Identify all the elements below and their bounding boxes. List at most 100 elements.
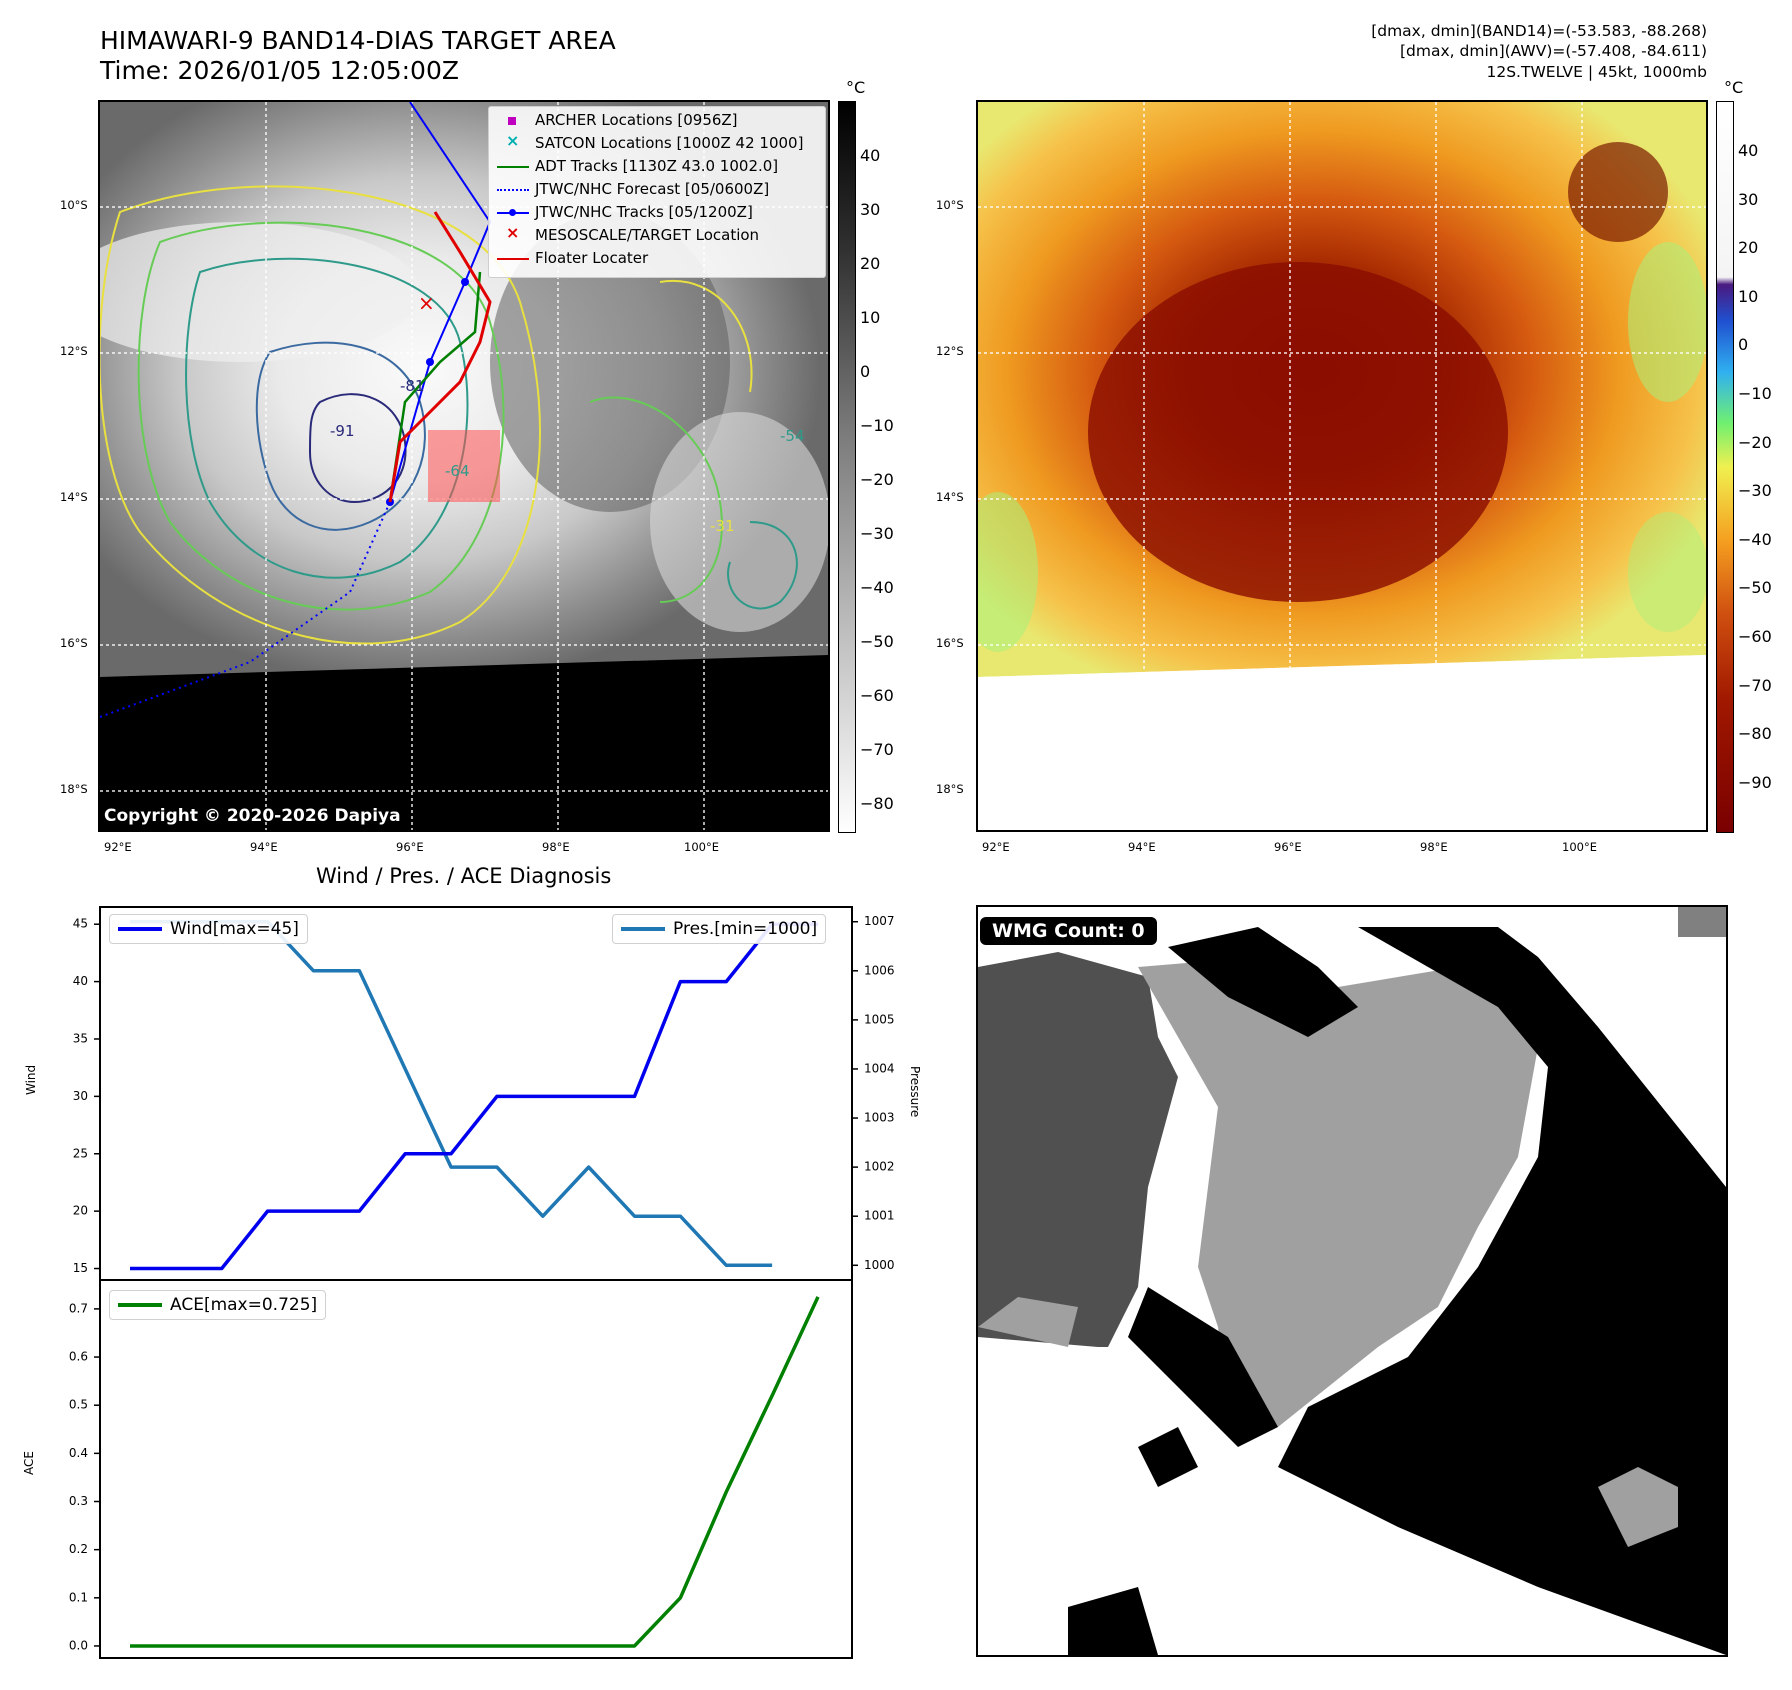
wmg-panel: WMG Count: 0 — [976, 905, 1728, 1657]
wind-tick-label: 40 — [73, 974, 88, 988]
ace-tick-label: 0.3 — [69, 1494, 88, 1508]
ir-map-panel: × -81 -91 -64 -54 -31 ARCHER Locations [… — [98, 100, 830, 832]
pressure-tick-label: 1003 — [864, 1111, 895, 1125]
ace-tick-label: 0.6 — [69, 1350, 88, 1364]
colorbar-tick: −20 — [1738, 432, 1772, 452]
colorbar-tick: −10 — [860, 416, 894, 435]
pressure-legend-label: Pres.[min=1000] — [673, 919, 818, 939]
lat-label-16s-right: 16°S — [936, 636, 964, 650]
colorbar-tick: −70 — [860, 740, 894, 759]
lon-label-94e: 94°E — [250, 840, 278, 854]
colorbar-tick: −90 — [1738, 772, 1772, 792]
legend-item-adt: ADT Tracks [1130Z 43.0 1002.0] — [497, 157, 778, 176]
contour-label-91: -91 — [330, 422, 355, 440]
legend-item-jtwc-forecast: JTWC/NHC Forecast [05/0600Z] — [497, 180, 769, 199]
lat-label-16s: 16°S — [60, 636, 88, 650]
meta-awv-range: [dmax, dmin](AWV)=(-57.408, -84.611) — [1400, 42, 1707, 60]
wind-tick-label: 25 — [73, 1146, 88, 1160]
svg-text:×: × — [418, 291, 435, 315]
ace-legend-label: ACE[max=0.725] — [170, 1295, 318, 1315]
colorbar-tick: 10 — [860, 308, 881, 327]
wind-tick-label: 35 — [73, 1031, 88, 1045]
awv-map-panel — [976, 100, 1708, 832]
colorbar-tick: −80 — [1738, 724, 1772, 744]
contour-label-31: -31 — [710, 517, 735, 535]
ace-axis-label: ACE — [22, 1451, 36, 1475]
lat-label-12s: 12°S — [60, 344, 88, 358]
ace-tick-label: 0.5 — [69, 1398, 88, 1412]
colorbar-right-unit: °C — [1724, 78, 1744, 97]
pressure-axis-label: Pressure — [908, 1066, 922, 1118]
wmg-count-badge: WMG Count: 0 — [980, 917, 1157, 945]
legend-item-floater: Floater Locater — [497, 249, 648, 268]
awv-map-image — [978, 102, 1706, 830]
lon-label-98e: 98°E — [542, 840, 570, 854]
colorbar-tick: 0 — [1738, 335, 1749, 355]
pressure-tick-label: 1006 — [864, 963, 895, 977]
wind-line — [130, 922, 818, 1271]
colorbar-tick: 10 — [1738, 286, 1759, 306]
colorbar-tick: −40 — [860, 578, 894, 597]
colorbar-tick: −50 — [860, 632, 894, 651]
copyright-text: Copyright © 2020-2026 Dapiya — [104, 806, 401, 826]
pressure-tick-label: 1001 — [864, 1209, 895, 1223]
page-title: HIMAWARI-9 BAND14-DIAS TARGET AREA — [100, 26, 616, 55]
ace-tick-label: 0.4 — [69, 1446, 88, 1460]
pressure-tick-label: 1005 — [864, 1012, 895, 1026]
wind-tick-label: 30 — [73, 1089, 88, 1103]
lon-label-98e-right: 98°E — [1420, 840, 1448, 854]
contour-label-54: -54 — [780, 427, 805, 445]
lon-label-92e: 92°E — [104, 840, 132, 854]
lat-label-18s: 18°S — [60, 782, 88, 796]
lat-label-18s-right: 18°S — [936, 782, 964, 796]
pressure-line — [130, 919, 773, 1268]
lat-label-12s-right: 12°S — [936, 344, 964, 358]
colorbar-left — [838, 101, 856, 833]
wind-legend: Wind[max=45] — [109, 914, 308, 944]
colorbar-tick: 30 — [860, 200, 881, 219]
lat-label-10s-right: 10°S — [936, 198, 964, 212]
diagnosis-title: Wind / Pres. / ACE Diagnosis — [316, 864, 612, 888]
lat-label-10s: 10°S — [60, 198, 88, 212]
meta-storm-info: 12S.TWELVE | 45kt, 1000mb — [1486, 63, 1708, 81]
wind-tick-label: 15 — [73, 1261, 88, 1275]
ace-tick-label: 0.0 — [69, 1638, 88, 1652]
legend-item-archer: ARCHER Locations [0956Z] — [497, 111, 738, 130]
lon-label-92e-right: 92°E — [982, 840, 1010, 854]
wind-axis-label: Wind — [24, 1064, 38, 1095]
colorbar-tick: −30 — [1738, 481, 1772, 501]
ace-tick-label: 0.7 — [69, 1301, 88, 1315]
wind-tick-label: 20 — [73, 1204, 88, 1218]
map-legend: ARCHER Locations [0956Z] × SATCON Locatio… — [488, 106, 826, 278]
colorbar-tick: −20 — [860, 470, 894, 489]
colorbar-left-unit: °C — [846, 78, 866, 97]
colorbar-tick: −70 — [1738, 675, 1772, 695]
lat-label-14s: 14°S — [60, 490, 88, 504]
pressure-tick-label: 1002 — [864, 1160, 895, 1174]
colorbar-tick: −10 — [1738, 384, 1772, 403]
lon-label-96e-right: 96°E — [1274, 840, 1302, 854]
wind-tick-label: 45 — [73, 917, 88, 931]
colorbar-tick: −80 — [860, 794, 894, 813]
colorbar-tick: −60 — [860, 686, 894, 705]
ace-line — [130, 1296, 820, 1648]
lon-label-96e: 96°E — [396, 840, 424, 854]
lat-label-14s-right: 14°S — [936, 490, 964, 504]
lon-label-100e: 100°E — [684, 840, 719, 854]
colorbar-tick: −40 — [1738, 529, 1772, 549]
colorbar-tick: 40 — [1738, 141, 1759, 160]
legend-item-mesoscale: × MESOSCALE/TARGET Location — [506, 222, 760, 244]
ace-legend: ACE[max=0.725] — [109, 1290, 327, 1320]
wmg-image — [978, 907, 1726, 1655]
lon-label-100e-right: 100°E — [1562, 840, 1597, 854]
legend-item-satcon: × SATCON Locations [1000Z 42 1000] — [506, 130, 804, 152]
colorbar-tick: 30 — [1738, 189, 1759, 209]
pressure-legend: Pres.[min=1000] — [612, 914, 827, 944]
wind-legend-label: Wind[max=45] — [170, 919, 299, 939]
colorbar-tick: 0 — [860, 362, 871, 381]
colorbar-tick: −50 — [1738, 578, 1772, 598]
ace-tick-label: 0.2 — [69, 1542, 88, 1556]
diagnosis-chart: 15 20 25 30 35 40 45 1000 1001 1002 1003 1004 1005 10… — [69, 906, 895, 1659]
pressure-tick-label: 1000 — [864, 1258, 895, 1272]
colorbar-tick: 20 — [1738, 238, 1759, 258]
